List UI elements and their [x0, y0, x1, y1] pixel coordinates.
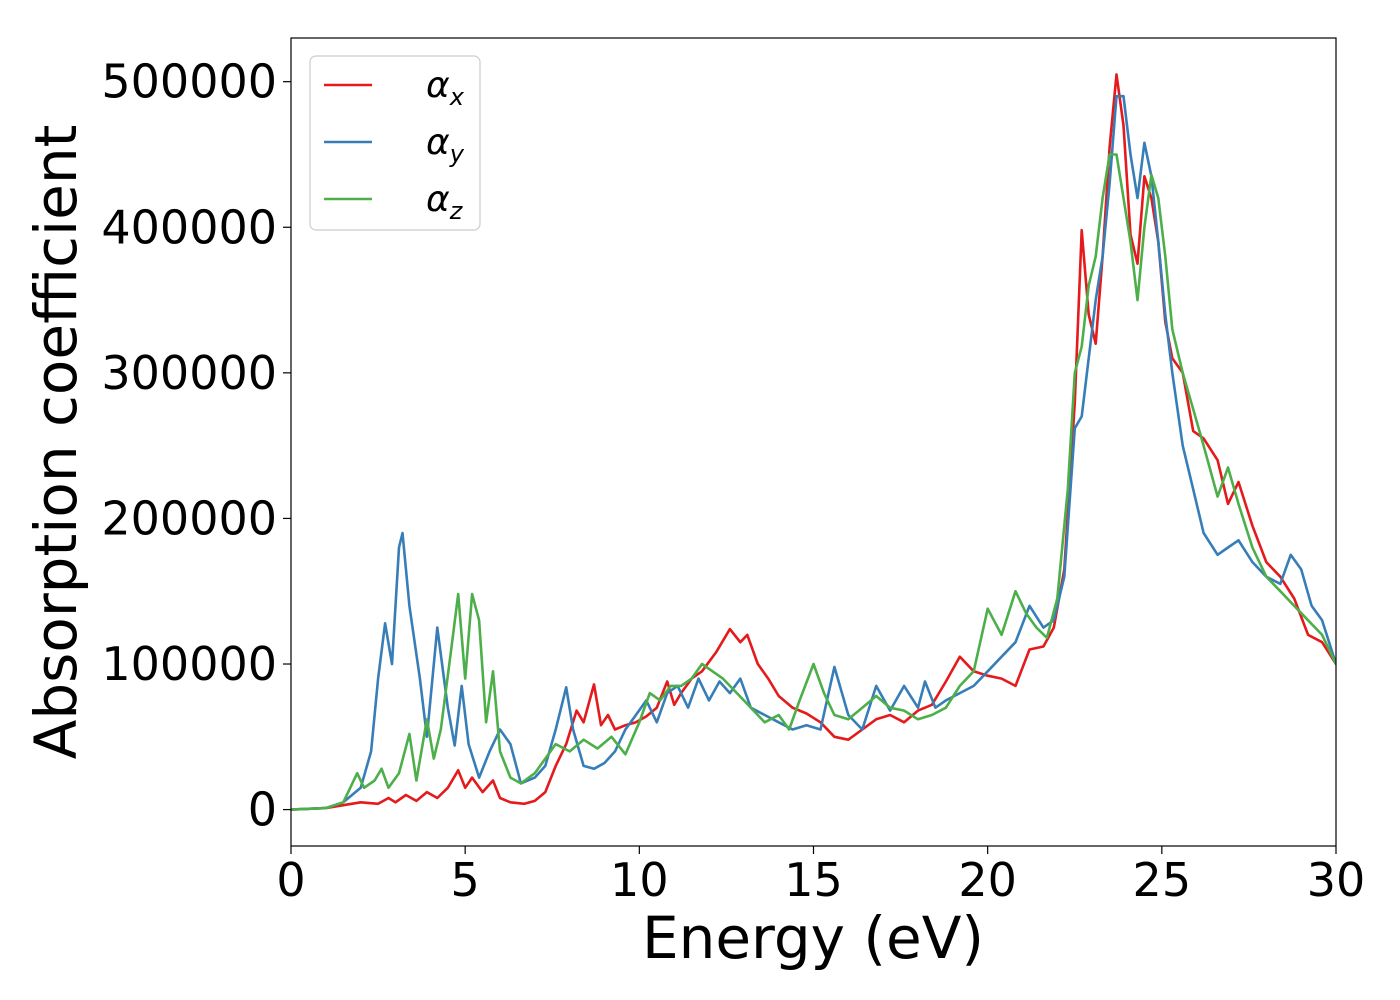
x-axis-ticks: 0 5 10 15 20 25 30: [276, 846, 1365, 907]
y-axis-ticks: 0 100000 200000 300000 400000 500000: [101, 55, 291, 837]
y-tick-label: 500000: [101, 55, 277, 109]
y-tick-label: 0: [248, 783, 277, 837]
x-tick-label: 25: [1133, 853, 1192, 907]
x-tick-label: 5: [451, 853, 480, 907]
x-tick-label: 30: [1307, 853, 1366, 907]
y-tick-label: 100000: [101, 637, 277, 691]
legend-box: [309, 55, 481, 231]
series-line-x: [291, 73, 1336, 811]
y-tick-label: 200000: [101, 491, 277, 545]
x-tick-label: 20: [958, 853, 1017, 907]
series-line-z: [291, 153, 1336, 811]
y-tick-label: 300000: [101, 346, 277, 400]
x-axis-label: Energy (eV): [642, 904, 984, 972]
x-tick-label: 15: [784, 853, 843, 907]
series-line-y: [291, 94, 1336, 811]
y-axis-label: Absorption coefficient: [22, 125, 90, 760]
x-tick-label: 0: [276, 853, 305, 907]
y-tick-label: 400000: [101, 200, 277, 254]
x-tick-label: 10: [610, 853, 669, 907]
series-layer: [291, 73, 1336, 811]
